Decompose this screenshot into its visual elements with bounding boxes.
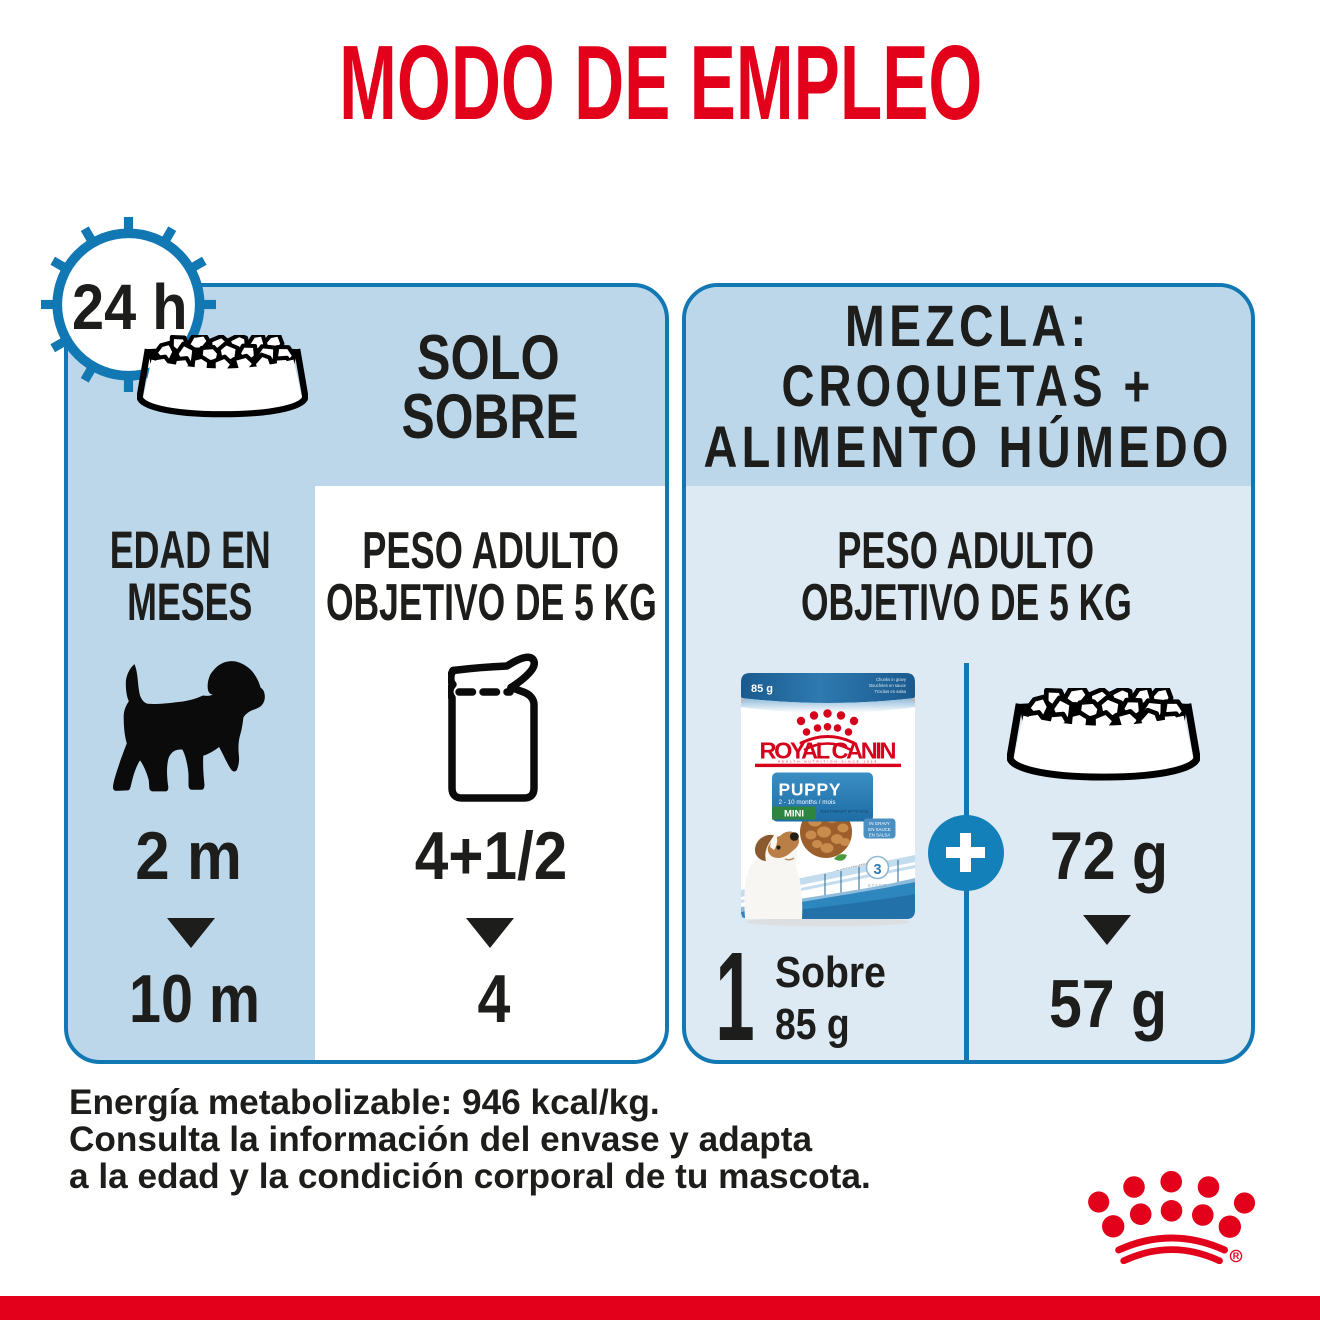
svg-text:R: R — [1233, 1251, 1240, 1261]
svg-text:STAGE: STAGE — [868, 883, 888, 888]
svg-text:PUPPY: PUPPY — [779, 780, 842, 800]
svg-text:Bouchées en sauce: Bouchées en sauce — [869, 683, 906, 688]
svg-text:HEALTH NUTRITION SINCE 1968: HEALTH NUTRITION SINCE 1968 — [778, 760, 878, 764]
svg-text:Chunks in gravy: Chunks in gravy — [876, 677, 907, 682]
svg-text:IN GRAVY: IN GRAVY — [869, 821, 890, 826]
svg-text:MINI: MINI — [784, 808, 804, 819]
svg-text:85 g: 85 g — [751, 683, 773, 695]
svg-text:ADULT WEIGHT UP TO 10 kg: ADULT WEIGHT UP TO 10 kg — [820, 810, 868, 814]
svg-text:EN SAUCE: EN SAUCE — [868, 827, 891, 832]
svg-text:3: 3 — [873, 862, 881, 878]
svg-text:ROYAL CANIN: ROYAL CANIN — [760, 738, 897, 764]
svg-text:2 - 10 months / mois: 2 - 10 months / mois — [779, 799, 836, 806]
svg-text:EN SALSA: EN SALSA — [869, 833, 891, 838]
svg-text:24 h: 24 h — [72, 271, 187, 342]
svg-text:Trocitos en salsa: Trocitos en salsa — [875, 689, 907, 694]
